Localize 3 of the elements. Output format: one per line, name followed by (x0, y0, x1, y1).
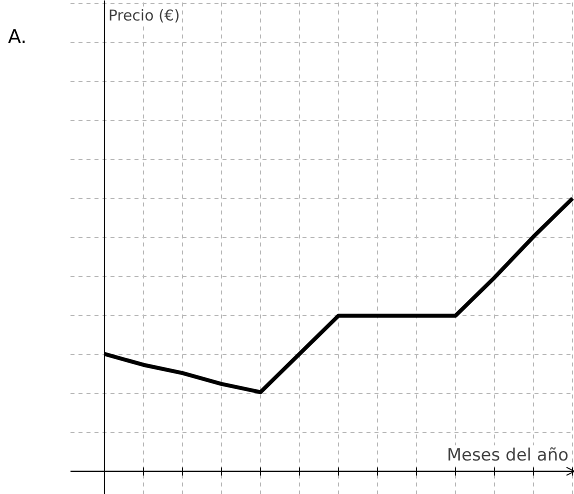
text: Precio (€) (108, 6, 180, 24)
text: A. (8, 25, 27, 50)
x-axis-title: Meses del año (446, 445, 569, 466)
